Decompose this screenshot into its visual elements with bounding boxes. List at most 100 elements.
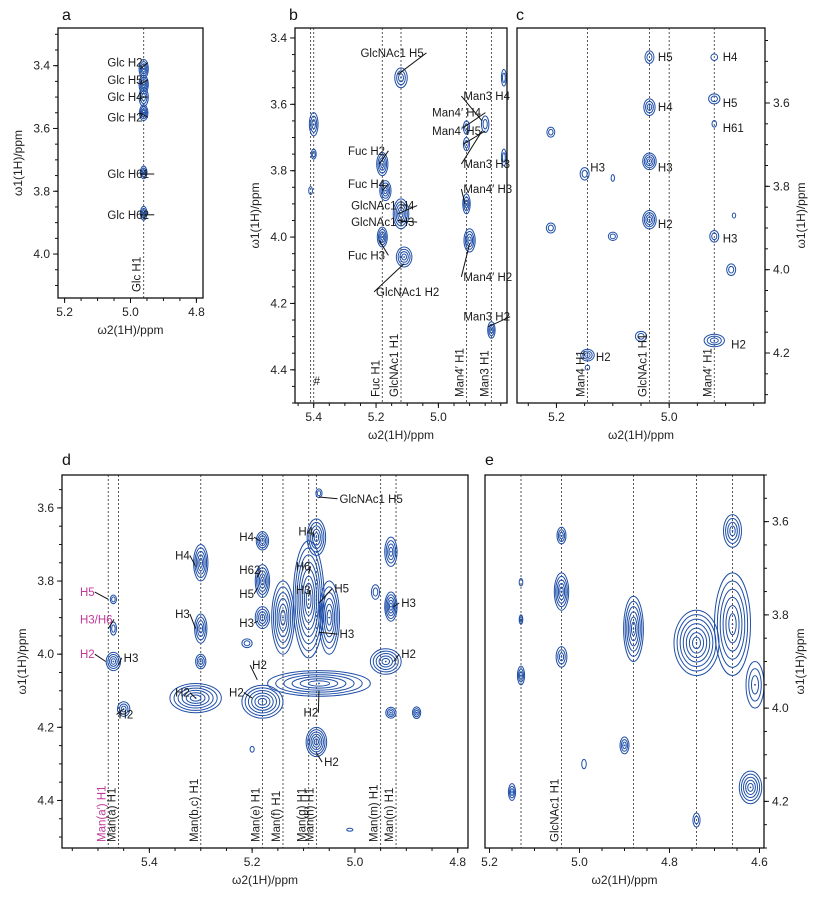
peak-center [261,580,264,582]
peak-contour [254,695,271,709]
peak-contour [556,579,567,604]
vline-label: GlcNAc1 H1 [389,334,401,397]
peak-contour [728,613,737,636]
cross-peak [642,152,657,171]
y-axis-label: ω1(1H)/ppm [793,628,807,694]
leader-line [189,692,196,699]
peak-contour [642,152,657,171]
peak-label: H3 [175,609,190,621]
hash-label: # [314,376,321,388]
peak-label: GlcNAc1 H2 [376,287,439,299]
leader-line [378,240,389,256]
x-tick-label: 5.0 [430,410,447,424]
peak-contour [501,152,506,163]
x-tick-label: 4.8 [661,855,678,869]
peak-label: Man3 H3 [463,159,510,171]
plot-area [105,475,422,848]
cross-peak [487,321,496,339]
peak-contour [646,158,652,165]
peak-contour [464,123,469,132]
peak-contour [722,596,743,652]
peak-contour [623,595,644,663]
peak-contour [326,609,332,626]
vline-label: Man3 H1 [479,350,491,397]
vline-label: Man(b,c) H1 [189,779,201,842]
peak-contour [324,603,334,632]
vline-label: Man4′ H1 [702,348,714,397]
peak-label: H3 [296,585,311,597]
peak-label: Glc H61 [107,169,149,181]
cross-peak [241,638,253,649]
y-tick-label: 3.6 [37,501,54,515]
cross-peak [507,783,517,801]
peak-label: GlcNAc1 H5 [360,48,423,60]
vline-label: Man(h) H1 [304,788,316,842]
peak-contour [306,518,327,556]
panel-c: c Man4 H1 GlcNAc1 H1 Man4′ H1 H5 H4 H5 H4 H61 H3 H… [516,7,808,442]
peak-contour [300,568,318,631]
cross-peak [394,67,408,89]
peak-contour [548,128,554,136]
cross-peak [643,98,656,116]
cross-peak [462,137,471,152]
peak-contour [464,230,475,250]
cross-peak [726,263,737,276]
leader-line [318,588,333,604]
x-tick-label: 5.2 [56,305,73,319]
vline-label: Man4′ H1 [454,348,466,397]
peak-center [648,106,651,109]
cross-peak [254,564,271,599]
leader-line [393,602,400,608]
peak-contour [308,112,319,137]
y-tick-label: 3.4 [270,31,287,45]
peak-center [560,534,563,537]
cross-peak [193,543,209,582]
peak-contour [386,597,396,617]
peak-contour [644,50,655,64]
peak-center [560,655,563,658]
peak-contour [109,656,118,667]
peak-label: Man4′ H3 [463,184,512,196]
peak-contour [646,216,652,223]
vline-label: Man(m) H1 [369,784,381,842]
peak-contour [387,543,395,561]
x-axis-label: ω2(1H)/ppm [608,428,674,442]
plot-frame [294,27,508,404]
cross-peak [139,165,148,180]
peak-contour [120,705,127,713]
peak-contour [750,675,760,695]
leader-line [140,62,149,70]
peak-contour [388,602,393,611]
peak-contour [414,709,419,716]
peak-contour [462,193,471,215]
peak-contour [302,575,316,624]
peak-contour [258,611,267,624]
peak-center [328,616,331,619]
peak-contour [711,232,718,241]
peak-contour [620,739,629,752]
peak-center [695,641,698,644]
peak-center [390,711,392,714]
peak-contour [555,646,568,668]
peak-contour [489,326,494,334]
peak-contour [313,738,320,746]
peak-contour [195,653,207,670]
peak-contour [177,687,214,709]
peak-contour [643,154,656,169]
peak-contour [139,205,148,221]
peak-contour [139,165,148,180]
peak-contour [312,736,321,748]
cross-peak [369,648,402,675]
peak-contour [278,603,288,632]
y-axis-label: ω1(1H)/ppm [15,628,29,694]
peak-label: H2 [324,757,339,769]
peak-contour [397,248,411,266]
peak-contour [138,104,149,122]
cross-peak [518,578,524,587]
cross-peak [738,770,763,805]
peak-contour [379,231,386,243]
peak-contour [743,776,758,799]
peak-contour [691,636,702,650]
y-axis-label: ω1(1H)/ppm [794,182,808,248]
peak-center [520,674,522,677]
